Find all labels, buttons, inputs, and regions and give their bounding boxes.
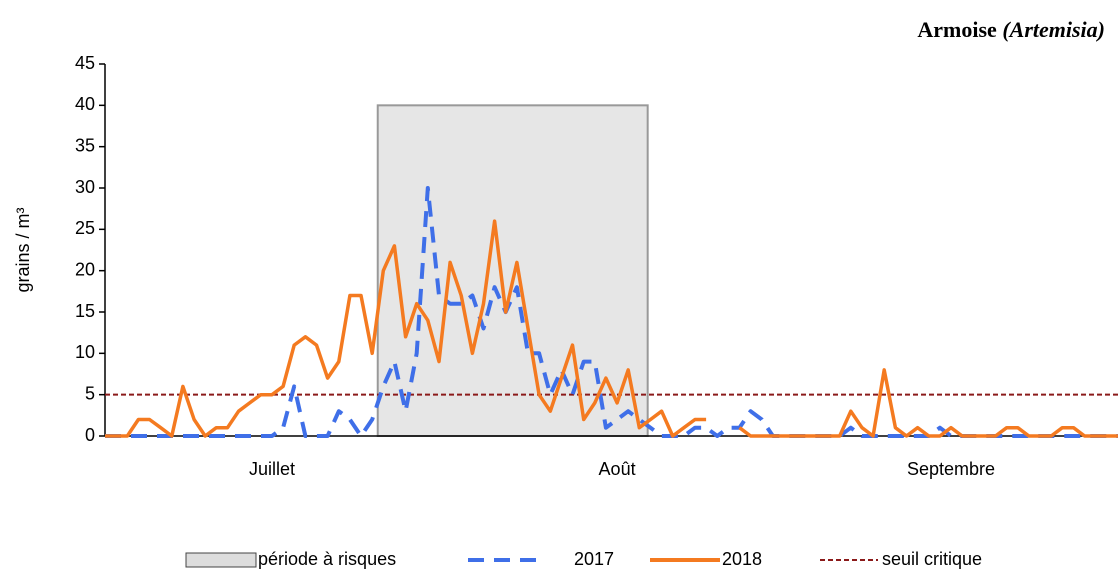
series-line: [105, 186, 1118, 438]
x-tick-label: Août: [599, 459, 636, 479]
legend-label: période à risques: [258, 549, 396, 569]
y-tick-label: 5: [85, 383, 95, 403]
y-tick-label: 15: [75, 301, 95, 321]
legend-label: 2017: [574, 549, 614, 569]
legend-label: 2018: [722, 549, 762, 569]
y-tick-label: 20: [75, 259, 95, 279]
y-tick-label: 30: [75, 177, 95, 197]
y-tick-label: 40: [75, 94, 95, 114]
y-tick-label: 0: [85, 425, 95, 445]
chart-title: Armoise (Artemisia): [917, 17, 1105, 42]
legend-swatch: [185, 552, 257, 568]
x-tick-label: Septembre: [907, 459, 995, 479]
y-tick-label: 45: [75, 53, 95, 73]
x-tick-label: Juillet: [249, 459, 295, 479]
y-tick-label: 35: [75, 135, 95, 155]
legend-label: seuil critique: [882, 549, 982, 569]
y-axis-label: grains / m³: [13, 207, 33, 292]
y-tick-label: 25: [75, 218, 95, 238]
y-tick-label: 10: [75, 342, 95, 362]
series-line: [105, 219, 1118, 438]
risk-period: [376, 104, 649, 437]
